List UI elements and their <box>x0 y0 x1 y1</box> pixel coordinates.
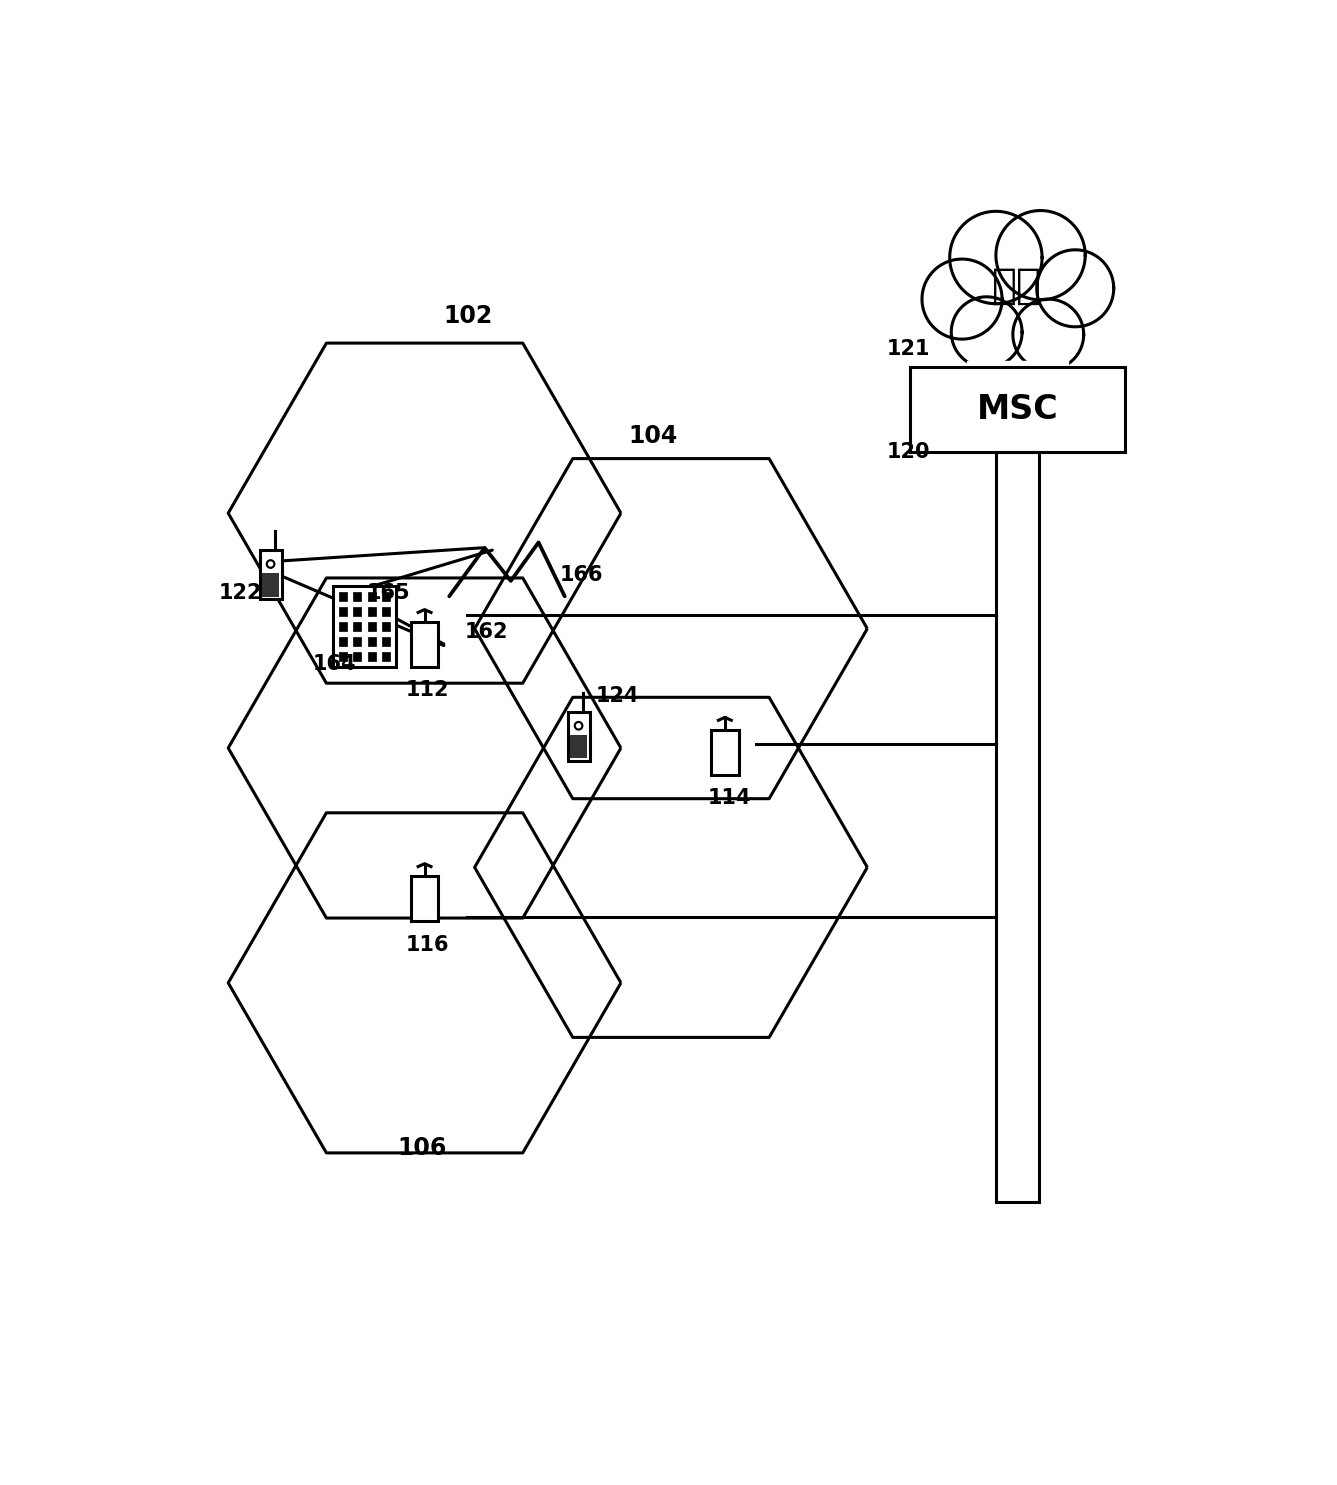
Bar <box>340 622 348 631</box>
Text: 121: 121 <box>886 339 931 359</box>
Bar <box>340 607 348 616</box>
Polygon shape <box>951 297 1021 368</box>
Text: 166: 166 <box>559 564 603 585</box>
Bar <box>353 622 361 631</box>
Bar <box>368 637 376 646</box>
Bar <box>568 713 590 760</box>
Bar <box>368 607 376 616</box>
Bar <box>711 729 738 775</box>
Bar <box>570 735 587 759</box>
Bar <box>333 587 396 667</box>
Bar <box>368 652 376 661</box>
Bar <box>368 593 376 601</box>
Text: 122: 122 <box>218 584 262 603</box>
Text: 124: 124 <box>595 686 639 705</box>
Bar <box>353 593 361 601</box>
Bar <box>340 637 348 646</box>
Text: 164: 164 <box>313 655 357 674</box>
Text: 112: 112 <box>405 680 449 701</box>
Bar <box>410 876 439 921</box>
Bar <box>353 652 361 661</box>
Bar <box>353 607 361 616</box>
Bar <box>368 622 376 631</box>
Bar <box>909 367 1126 451</box>
Text: 网络: 网络 <box>992 264 1043 307</box>
Bar <box>382 607 390 616</box>
Bar <box>382 593 390 601</box>
Text: 116: 116 <box>405 934 449 955</box>
Text: 114: 114 <box>707 789 751 808</box>
Polygon shape <box>923 258 1001 339</box>
Text: 162: 162 <box>465 622 508 642</box>
Text: 120: 120 <box>886 441 931 462</box>
Text: 165: 165 <box>366 584 410 603</box>
Bar <box>382 622 390 631</box>
Polygon shape <box>1013 298 1084 370</box>
Bar <box>340 593 348 601</box>
Text: 102: 102 <box>444 304 493 328</box>
Bar <box>262 573 279 597</box>
Polygon shape <box>996 211 1086 300</box>
Polygon shape <box>968 361 1067 376</box>
Polygon shape <box>1036 249 1114 327</box>
Text: 104: 104 <box>628 423 678 447</box>
Bar <box>410 622 439 667</box>
Bar <box>382 637 390 646</box>
Text: 106: 106 <box>397 1136 447 1160</box>
Circle shape <box>575 722 583 729</box>
Text: MSC: MSC <box>976 392 1059 426</box>
Polygon shape <box>996 451 1039 1203</box>
Polygon shape <box>949 211 1042 304</box>
Bar <box>382 652 390 661</box>
Bar <box>340 652 348 661</box>
Polygon shape <box>933 316 1102 371</box>
Bar <box>353 637 361 646</box>
Bar <box>259 551 282 598</box>
Polygon shape <box>996 367 1039 373</box>
Circle shape <box>267 560 274 567</box>
